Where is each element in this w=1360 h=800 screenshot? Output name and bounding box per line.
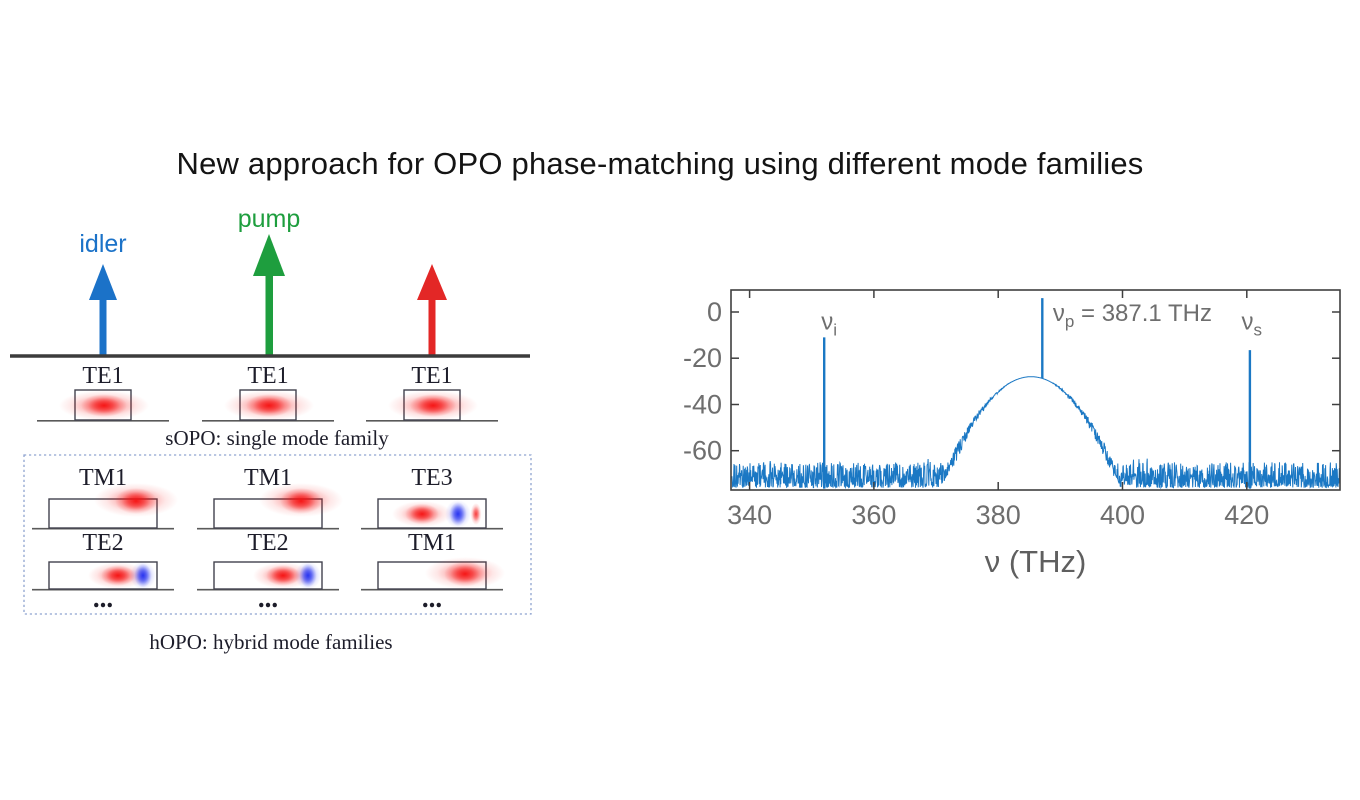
- idler-annotation: νi: [821, 308, 837, 339]
- chart-frame: [730, 289, 1341, 491]
- mode-label-sopo-1: TE1: [82, 363, 123, 389]
- y-tick-label: 0: [707, 297, 722, 327]
- sopo-waveguide-2: [202, 389, 334, 422]
- mode-family-diagram: idler pump TE1 TE1 TE1: [10, 205, 532, 654]
- x-tick-label: 380: [976, 500, 1021, 530]
- y-tick-label: -40: [683, 390, 722, 420]
- mode-label-hopo-r2c3: TM1: [408, 530, 456, 556]
- spectrum-trace: [731, 376, 1341, 490]
- ellipsis-col1: ...: [93, 583, 113, 613]
- y-tick-label: -60: [683, 436, 722, 466]
- mode-label-sopo-2: TE1: [247, 363, 288, 389]
- pump-annotation: νp = 387.1 THz: [1053, 300, 1212, 331]
- mode-label-hopo-r2c1: TE2: [82, 530, 123, 556]
- ellipsis-col2: ...: [258, 583, 278, 613]
- optical-spectrum-chart: 340 360 380 400 420 0 -20 -40 -60 ν (THz) νi νp = 3…: [683, 289, 1341, 579]
- signal-annotation: νs: [1242, 308, 1263, 339]
- signal-arrow: [417, 264, 447, 356]
- sopo-waveguide-3: [366, 389, 498, 422]
- hopo-waveguide-r2c1: [32, 561, 174, 591]
- mode-label-hopo-r1c3: TE3: [411, 465, 452, 491]
- y-tick-label: -20: [683, 343, 722, 373]
- x-tick-label: 420: [1224, 500, 1269, 530]
- x-tick-label: 400: [1100, 500, 1145, 530]
- hopo-waveguide-r1c3: [361, 498, 503, 530]
- pump-label: pump: [238, 205, 301, 233]
- mode-label-sopo-3: TE1: [411, 363, 452, 389]
- idler-arrow: [89, 264, 117, 356]
- hopo-waveguide-r1c1: [32, 483, 178, 530]
- x-axis-label: ν (THz): [985, 544, 1087, 579]
- idler-label: idler: [79, 230, 126, 258]
- x-tick-label: 340: [727, 500, 772, 530]
- x-tick-label: 360: [851, 500, 896, 530]
- slide-title: New approach for OPO phase-matching usin…: [176, 146, 1144, 181]
- hopo-caption: hOPO: hybrid mode families: [149, 630, 392, 654]
- ellipsis-col3: ...: [422, 583, 442, 613]
- hopo-dashed-box: [23, 454, 532, 615]
- hopo-waveguide-r2c3: [361, 557, 505, 591]
- hopo-waveguide-r1c2: [197, 483, 343, 530]
- sopo-caption: sOPO: single mode family: [165, 426, 389, 450]
- hopo-waveguide-r2c2: [197, 561, 339, 591]
- pump-arrow: [253, 234, 285, 356]
- sopo-waveguide-1: [37, 389, 169, 422]
- mode-label-hopo-r2c2: TE2: [247, 530, 288, 556]
